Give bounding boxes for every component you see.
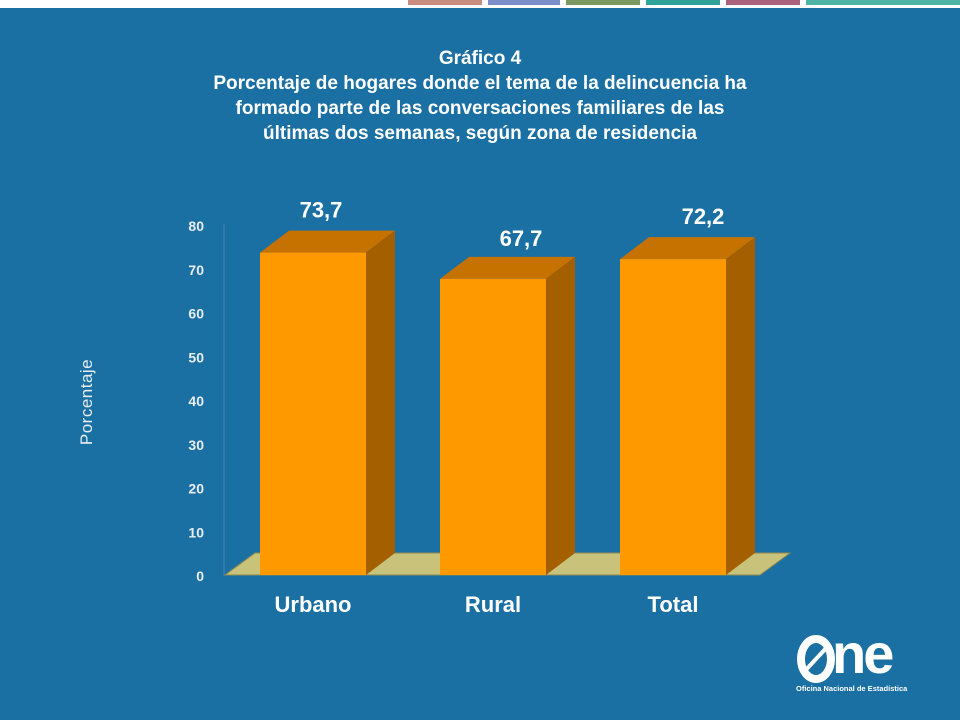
bar-top-face [260, 230, 395, 253]
title-line-4: últimas dos semanas, según zona de resid… [263, 123, 697, 144]
bar-side-face [546, 256, 575, 575]
bar-total [620, 237, 755, 575]
strip-segment [488, 0, 560, 5]
logo-word: ne [832, 622, 894, 685]
bar-side-face [366, 230, 395, 575]
title-line-2: Porcentaje de hogares donde el tema de l… [213, 73, 747, 94]
x-category-label: Urbano [275, 592, 352, 617]
bar-urbano [260, 230, 395, 575]
bar-front-face [440, 278, 546, 575]
y-tick-label: 80 [188, 218, 204, 234]
data-value-label: 73,7 [300, 198, 343, 223]
y-tick-label: 70 [188, 262, 204, 278]
bar-top-face [620, 237, 755, 260]
y-tick-label: 50 [188, 349, 204, 365]
data-value-label: 67,7 [500, 226, 543, 251]
x-category-label: Total [648, 592, 699, 617]
bar-rural [440, 256, 575, 575]
y-tick-label: 20 [188, 481, 204, 497]
y-tick-label: 10 [188, 524, 204, 540]
one-logo: ne Oficina Nacional de Estadística [796, 622, 926, 696]
data-value-label: 72,2 [682, 204, 725, 229]
x-category-label: Rural [465, 592, 521, 617]
strip-segment [408, 0, 482, 5]
logo-subtitle: Oficina Nacional de Estadística [796, 684, 908, 693]
y-tick-label: 40 [188, 393, 204, 409]
strip-segment [566, 0, 640, 5]
strip-segment [646, 0, 720, 5]
bar-front-face [620, 259, 726, 575]
title-line-3: formado parte de las conversaciones fami… [235, 98, 725, 119]
top-color-strip [0, 0, 960, 8]
bar-side-face [726, 237, 755, 575]
y-tick-label: 0 [196, 568, 204, 584]
title-line-1: Gráfico 4 [438, 48, 522, 69]
bar-front-face [260, 252, 366, 575]
strip-segment [806, 0, 960, 5]
strip-segment [726, 0, 800, 5]
y-tick-label: 30 [188, 437, 204, 453]
bar-top-face [440, 256, 575, 279]
one-logo-mark [797, 635, 835, 683]
chart-title: Gráfico 4 Porcentaje de hogares donde el… [0, 46, 960, 146]
y-axis-title: Porcentaje [77, 359, 96, 445]
y-tick-label: 60 [188, 306, 204, 322]
